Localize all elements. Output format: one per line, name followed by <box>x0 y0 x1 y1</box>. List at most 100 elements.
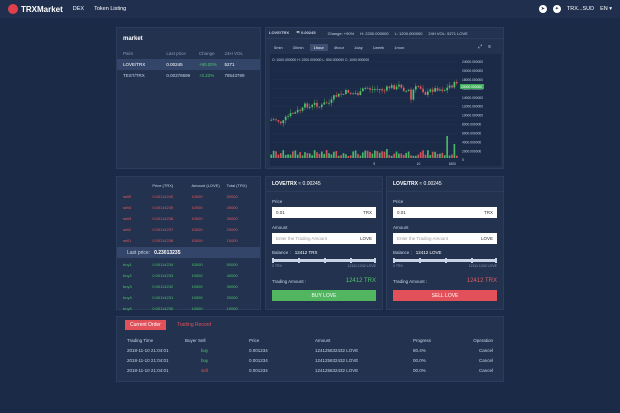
volume-bar <box>328 153 330 158</box>
order-amount: 10000 <box>191 306 203 311</box>
bid-row[interactable]: buy4 0.00114231 10000 20000 <box>117 292 260 303</box>
volume-bar <box>306 153 309 158</box>
candlestick-chart[interactable]: O: 1000.000000 H: 2200.000000 L: 500.000… <box>270 54 501 166</box>
cancel-button[interactable]: Cancel <box>478 357 493 363</box>
ask-row[interactable]: sell1 0.00114236 10000 10000 <box>117 235 260 246</box>
buy-button[interactable]: BUY LOVE <box>272 290 376 301</box>
interval-tab[interactable]: 1week <box>372 45 385 50</box>
volume-bar <box>296 154 299 158</box>
volume-bar <box>292 151 294 158</box>
y-tick-label: 24000.000000 <box>462 60 483 64</box>
candle <box>280 121 282 124</box>
volume-bar <box>398 153 400 158</box>
order-amount: 10000 <box>191 194 203 199</box>
buy-amount-input[interactable]: Enter the Trading Amount LOVE <box>272 233 376 244</box>
candle <box>398 84 400 87</box>
twitter-icon[interactable]: ✦ <box>552 5 561 13</box>
cancel-button[interactable]: Cancel <box>478 347 493 353</box>
volume-bar <box>318 153 321 158</box>
bid-row[interactable]: buy2 0.00114233 10000 40000 <box>117 270 260 281</box>
order-amount: 10000 <box>191 227 203 232</box>
candle <box>340 93 342 95</box>
sell-button[interactable]: SELL LOVE <box>393 290 497 301</box>
y-tick-label: 2000.000000 <box>462 149 481 153</box>
settings-icon[interactable]: ≡ <box>488 44 491 50</box>
order-price: 0.00114232 <box>152 284 174 289</box>
ask-row[interactable]: sell5 0.00114240 10000 50000 <box>117 191 260 202</box>
candle <box>304 103 306 108</box>
volume-bar <box>330 154 333 158</box>
language-select[interactable]: EN ▾ <box>600 6 612 12</box>
candle <box>277 120 280 122</box>
bid-row[interactable]: buy3 0.00114232 10000 30000 <box>117 281 260 292</box>
bid-row[interactable]: buy1 0.00114234 10000 50000 <box>117 259 260 270</box>
candle <box>374 89 376 91</box>
sell-amount-slider[interactable] <box>393 258 497 263</box>
bid-row[interactable]: buy5 0.00114230 10000 10000 <box>117 303 260 314</box>
interval-tab[interactable]: 1day <box>354 45 363 50</box>
language-label: EN <box>600 6 608 12</box>
candle <box>272 119 275 121</box>
ask-row[interactable]: sell2 0.00114237 10000 20000 <box>117 224 260 235</box>
volume-bar <box>412 155 415 158</box>
chart-volume: 24H VOL: 5271 LOVE <box>428 30 468 36</box>
volume-bar <box>400 153 403 158</box>
book-header: Price (TRX) Amount (LOVE) Total (TRX) <box>117 180 260 191</box>
volume-bar <box>335 151 338 158</box>
telegram-icon[interactable]: ➤ <box>538 5 547 13</box>
cancel-button[interactable]: Cancel <box>478 367 493 373</box>
volume-bar <box>405 152 408 158</box>
volume-bar <box>383 151 386 158</box>
buy-range-min: 0 TRX <box>272 264 282 268</box>
tab-trading-record[interactable]: Trading Record <box>176 322 212 328</box>
ask-row[interactable]: sell3 0.00114238 10000 30000 <box>117 213 260 224</box>
volume-bar <box>280 153 282 158</box>
volume-bar <box>354 150 357 158</box>
order-total: 40000 <box>226 205 238 210</box>
nav-token-listing[interactable]: Token Listing <box>94 6 127 12</box>
candle <box>284 116 287 121</box>
logo[interactable]: TRXMarket <box>8 4 63 14</box>
order-time: 2018-11-10 21:04:01 <box>127 367 169 373</box>
volume-bar <box>381 151 383 158</box>
candle <box>434 88 436 92</box>
volume-bar <box>313 150 316 158</box>
tab-current-order[interactable]: Current Order <box>125 320 166 330</box>
candle <box>313 102 316 105</box>
sell-amount-input[interactable]: Enter the Trading Amount LOVE <box>393 233 497 244</box>
candle <box>364 87 367 89</box>
volume-bar <box>366 150 369 158</box>
market-row-love-trx[interactable]: LOVE/TRX 0.00245 +90.00% 5271 <box>117 59 260 70</box>
candle <box>422 88 424 93</box>
candle <box>448 85 451 88</box>
candle <box>405 91 408 92</box>
volume-bar <box>414 155 417 158</box>
volume-bar <box>453 144 456 158</box>
market-row-test-trx[interactable]: TEST/TRX 0.00378699 +2.22% 78543789 <box>117 70 260 81</box>
candle <box>439 89 441 91</box>
account-address[interactable]: TRX...SUD <box>566 6 595 12</box>
col-time: Trading Time <box>127 337 154 343</box>
candle <box>402 87 405 92</box>
sell-price-input[interactable]: 0.01 TRX <box>393 207 497 218</box>
book-col-price: Price (TRX) <box>152 183 174 188</box>
y-tick-label: 8000.000000 <box>462 123 481 127</box>
interval-tab[interactable]: 5min <box>274 45 283 50</box>
volume-bar <box>441 152 444 158</box>
x-tick-label: 9 <box>373 162 375 166</box>
nav-dex[interactable]: DEX <box>72 6 85 12</box>
interval-tab[interactable]: 30min <box>292 45 304 50</box>
candle <box>400 84 403 88</box>
ask-row[interactable]: sell4 0.00114239 10000 40000 <box>117 202 260 213</box>
order-price: 0.00114231 <box>152 295 174 300</box>
order-price: 0.001234 <box>249 357 268 363</box>
sell-balance: Balance :12412 LOVE <box>393 250 442 255</box>
interval-tab[interactable]: 1mon <box>394 45 405 50</box>
interval-tab[interactable]: 4hour <box>333 45 345 50</box>
buy-amount-slider[interactable] <box>272 258 376 263</box>
volume-bar <box>436 153 439 158</box>
fullscreen-icon[interactable]: ⤢ <box>478 44 483 50</box>
buy-price-input[interactable]: 0.01 TRX <box>272 207 376 218</box>
interval-tab[interactable]: 1hour <box>309 44 328 51</box>
volume-bar <box>347 155 350 158</box>
